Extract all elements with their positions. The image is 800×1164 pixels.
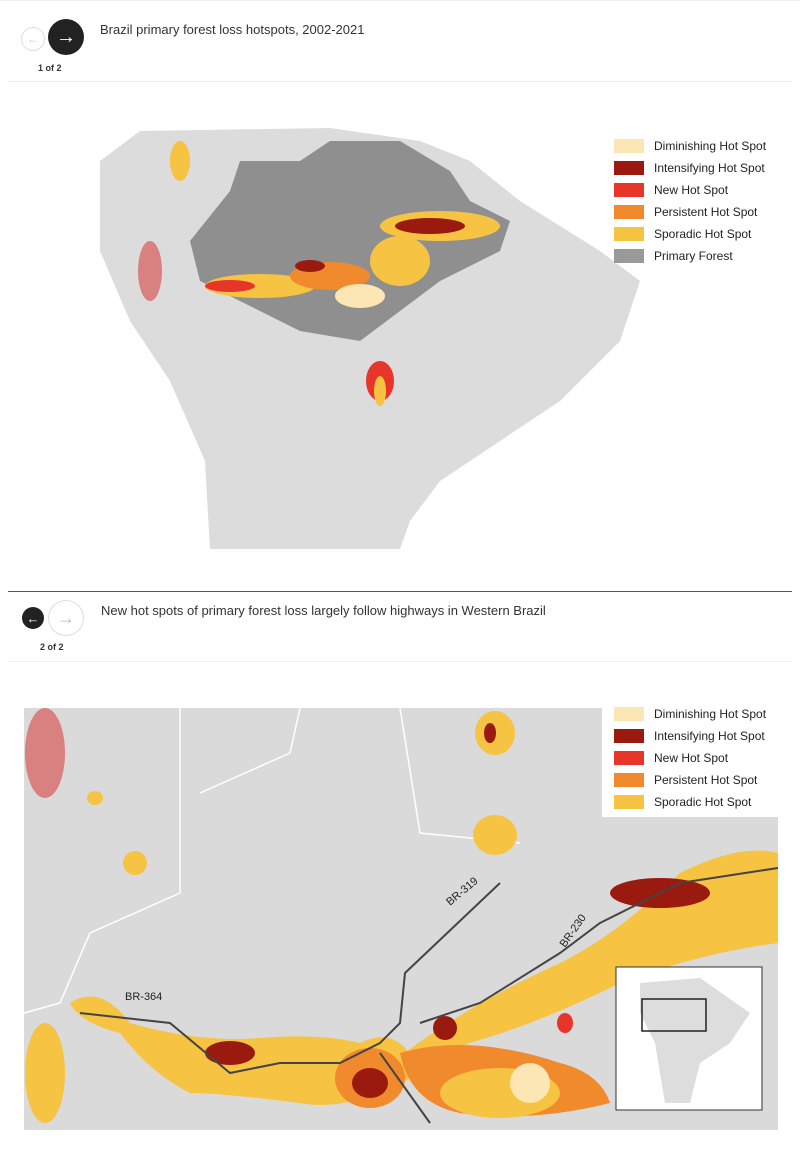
road-label: BR-364 <box>125 991 162 1003</box>
legend-label: Diminishing Hot Spot <box>654 139 767 153</box>
legend-swatch <box>614 139 644 153</box>
slide: ← → 2 of 2 New hot spots of primary fore… <box>0 583 800 1164</box>
slide-title: New hot spots of primary forest loss lar… <box>101 603 546 618</box>
separator <box>8 591 792 592</box>
separator <box>8 81 792 82</box>
legend-label: Primary Forest <box>654 249 733 263</box>
legend-label: Persistent Hot Spot <box>654 205 758 219</box>
legend-swatch <box>614 729 644 743</box>
hotspots <box>25 708 778 1123</box>
slide-title: Brazil primary forest loss hotspots, 200… <box>100 22 365 37</box>
separator <box>8 661 792 662</box>
legend-swatch <box>614 751 644 765</box>
next-button[interactable]: → <box>48 600 84 636</box>
slide-counter: 1 of 2 <box>38 63 62 73</box>
legend-label: Sporadic Hot Spot <box>654 227 752 241</box>
legend: Diminishing Hot Spot Intensifying Hot Spo… <box>602 699 778 817</box>
legend-swatch <box>614 183 644 197</box>
hotspots <box>138 141 500 406</box>
map: Diminishing Hot Spot Intensifying Hot Spo… <box>92 128 767 549</box>
legend-swatch <box>614 161 644 175</box>
legend-label: Intensifying Hot Spot <box>654 161 765 175</box>
legend-swatch <box>614 795 644 809</box>
legend-label: Persistent Hot Spot <box>654 773 758 787</box>
roads <box>79 867 779 1124</box>
legend-label: New Hot Spot <box>654 183 729 197</box>
legend-swatch <box>614 205 644 219</box>
legend-label: Sporadic Hot Spot <box>654 795 752 809</box>
slide: ← → 1 of 2 Brazil primary forest loss ho… <box>0 0 800 579</box>
legend-swatch <box>614 227 644 241</box>
prev-button[interactable]: ← <box>22 607 44 629</box>
prev-button[interactable]: ← <box>21 27 45 51</box>
next-button[interactable]: → <box>48 19 84 55</box>
legend-swatch <box>614 249 644 263</box>
legend-swatch <box>614 707 644 721</box>
legend: Diminishing Hot Spot Intensifying Hot Spo… <box>614 139 767 263</box>
legend-label: Intensifying Hot Spot <box>654 729 765 743</box>
inset-map <box>615 966 763 1111</box>
slide-counter: 2 of 2 <box>40 642 64 652</box>
legend-label: New Hot Spot <box>654 751 729 765</box>
map: BR-364 BR-319 BR-230 Diminishing Hot Spo… <box>23 699 779 1130</box>
legend-label: Diminishing Hot Spot <box>654 707 767 721</box>
legend-swatch <box>614 773 644 787</box>
